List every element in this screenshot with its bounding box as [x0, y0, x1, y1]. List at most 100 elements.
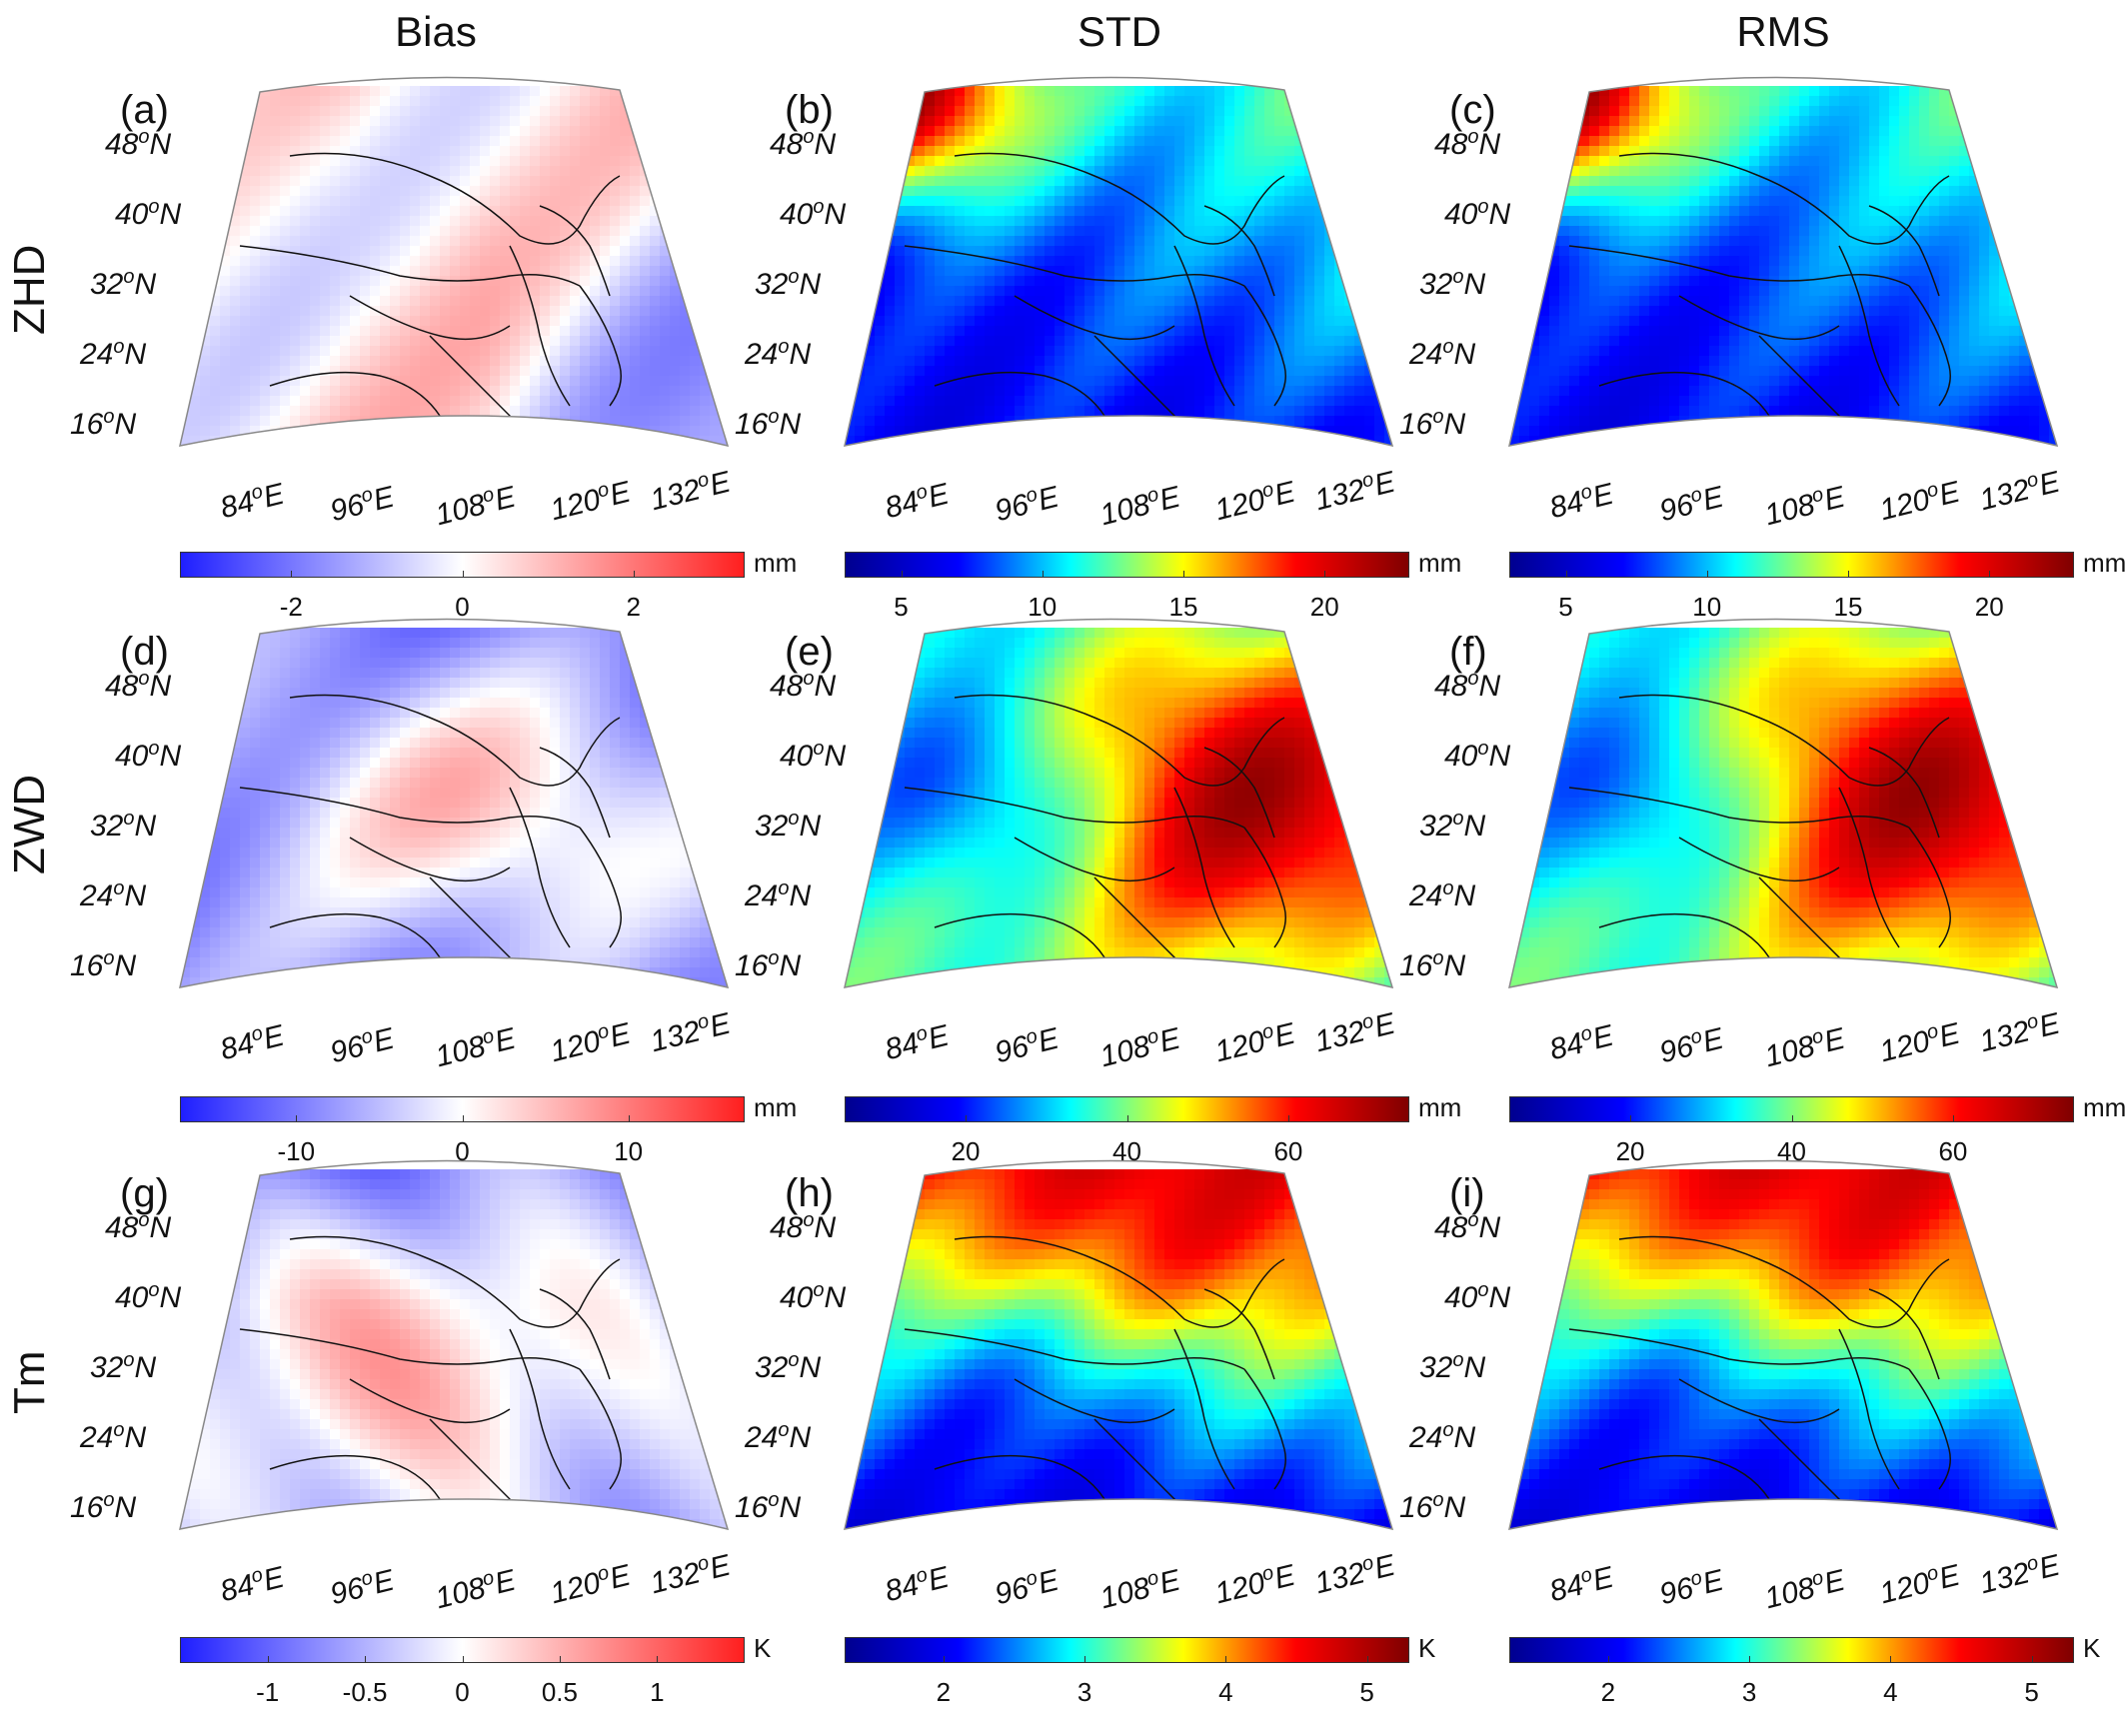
colorbar-tick-label: 15	[1143, 592, 1223, 623]
colorbar-tick-label: 20	[926, 1136, 1006, 1167]
latitude-label: 24oN	[1409, 336, 1475, 372]
colorbar-unit: mm	[754, 1092, 797, 1123]
colorbar-tick-label: 2	[904, 1677, 984, 1708]
map-image	[845, 1169, 1404, 1549]
map-image	[1509, 86, 2069, 466]
colorbar-unit: mm	[1418, 548, 1461, 579]
map-image	[180, 1169, 740, 1549]
longitude-label: 132oE	[1311, 1547, 1399, 1602]
colorbar-tick-mark	[1566, 571, 1567, 578]
colorbar-tick-label: 5	[1327, 1677, 1407, 1708]
colorbar-tick-label: 2	[1568, 1677, 1648, 1708]
longitude-label: 120oE	[1211, 1557, 1299, 1612]
colorbar-tick-label: 40	[1752, 1136, 1832, 1167]
latitude-label: 40oN	[115, 738, 181, 774]
colorbar-unit: mm	[1418, 1092, 1461, 1123]
colorbar-tick-mark	[634, 571, 635, 578]
latitude-label: 40oN	[1444, 196, 1510, 232]
map-field	[845, 86, 1405, 467]
latitude-label: 32oN	[755, 266, 821, 302]
latitude-label: 48oN	[770, 668, 836, 704]
colorbar-tick-mark	[966, 1115, 967, 1122]
colorbar-unit: mm	[2083, 1092, 2126, 1123]
map-field	[845, 628, 1405, 1008]
latitude-label: 48oN	[105, 1209, 171, 1245]
latitude-label: 32oN	[1419, 808, 1485, 844]
longitude-label: 84oE	[1546, 476, 1617, 527]
map-field	[180, 628, 741, 1008]
map-image	[1509, 1169, 2069, 1549]
latitude-label: 48oN	[1434, 1209, 1500, 1245]
longitude-label: 84oE	[882, 1559, 953, 1610]
colorbar-tick-mark	[365, 1656, 366, 1663]
colorbar-tick-label: 4	[1185, 1677, 1265, 1708]
colorbar-tick-label: 20	[1284, 592, 1364, 623]
latitude-label: 16oN	[735, 947, 801, 983]
longitude-label: 132oE	[1976, 1547, 2064, 1602]
latitude-label: 32oN	[755, 808, 821, 844]
colorbar-tick-label: -2	[251, 592, 331, 623]
longitude-label: 120oE	[1876, 1557, 1964, 1612]
latitude-label: 32oN	[90, 266, 156, 302]
map-image	[180, 86, 740, 466]
map-image	[1509, 628, 2069, 1007]
colorbar-tick-label: 60	[1913, 1136, 1993, 1167]
colorbar-tick-label: 0	[423, 1136, 503, 1167]
colorbar-tick-label: 5	[1526, 592, 1606, 623]
colorbar-tick-label: 10	[1003, 592, 1082, 623]
longitude-label: 84oE	[217, 1559, 288, 1610]
colorbar-tick-label: 20	[1949, 592, 2029, 623]
colorbar-tick-mark	[560, 1656, 561, 1663]
latitude-label: 40oN	[1444, 1279, 1510, 1315]
longitude-label: 120oE	[1876, 474, 1964, 529]
latitude-label: 32oN	[1419, 1349, 1485, 1385]
longitude-label: 108oE	[432, 1562, 520, 1617]
latitude-label: 24oN	[80, 336, 146, 372]
colorbar-tick-mark	[1367, 1656, 1368, 1663]
map-image	[180, 628, 740, 1007]
map-field	[180, 86, 741, 467]
longitude-label: 96oE	[992, 479, 1063, 530]
colorbar-tick-label: 60	[1248, 1136, 1328, 1167]
colorbar-tick-mark	[1890, 1656, 1891, 1663]
colorbar-tick-mark	[1127, 1115, 1128, 1122]
longitude-label: 108oE	[1761, 1020, 1849, 1075]
longitude-label: 108oE	[1096, 479, 1184, 534]
latitude-label: 32oN	[755, 1349, 821, 1385]
latitude-label: 24oN	[745, 336, 811, 372]
row-title-zhd: ZHD	[5, 275, 55, 335]
latitude-label: 32oN	[90, 808, 156, 844]
latitude-label: 16oN	[1399, 1489, 1465, 1525]
map-field	[1509, 86, 2070, 467]
longitude-label: 120oE	[1211, 474, 1299, 529]
colorbar-tick-label: 10	[589, 1136, 669, 1167]
latitude-label: 24oN	[745, 1419, 811, 1455]
colorbar-tick-label: 0	[423, 592, 503, 623]
latitude-label: 40oN	[115, 1279, 181, 1315]
latitude-label: 48oN	[1434, 668, 1500, 704]
longitude-label: 132oE	[647, 1547, 735, 1602]
latitude-label: 40oN	[780, 1279, 846, 1315]
colorbar-tick-label: -0.5	[325, 1677, 405, 1708]
longitude-label: 120oE	[547, 1557, 635, 1612]
colorbar-tick-mark	[2032, 1656, 2033, 1663]
longitude-label: 96oE	[1656, 1020, 1727, 1071]
colorbar-tick-mark	[463, 571, 464, 578]
colorbar-tick-mark	[1288, 1115, 1289, 1122]
longitude-label: 132oE	[1976, 464, 2064, 519]
latitude-label: 24oN	[745, 877, 811, 913]
longitude-label: 108oE	[1096, 1020, 1184, 1075]
map-image	[845, 86, 1404, 466]
longitude-label: 84oE	[217, 476, 288, 527]
longitude-label: 96oE	[1656, 1562, 1727, 1613]
colorbar-tick-mark	[944, 1656, 945, 1663]
latitude-label: 24oN	[80, 877, 146, 913]
longitude-label: 132oE	[1976, 1005, 2064, 1060]
latitude-label: 40oN	[1444, 738, 1510, 774]
row-title-tm: Tm	[5, 1354, 55, 1414]
longitude-label: 108oE	[1761, 479, 1849, 534]
colorbar-tick-mark	[1989, 571, 1990, 578]
longitude-label: 96oE	[992, 1562, 1063, 1613]
colorbar-unit: mm	[754, 548, 797, 579]
